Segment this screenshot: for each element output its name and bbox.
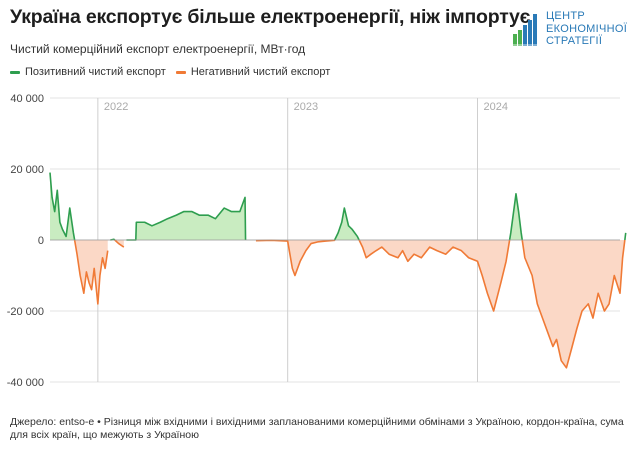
negative-area bbox=[522, 240, 625, 368]
x-tick-label: 07/22 bbox=[178, 387, 206, 388]
x-tick-label: 10/22 bbox=[226, 387, 254, 388]
x-tick-label: 10/21 bbox=[36, 387, 64, 388]
y-tick-label: -20 000 bbox=[7, 306, 44, 318]
logo-line-3: СТРАТЕГІЇ bbox=[546, 35, 603, 47]
legend-item-positive: Позитивний чистий експорт bbox=[10, 66, 166, 78]
positive-line bbox=[508, 193, 524, 241]
negative-line bbox=[73, 239, 109, 305]
logo-bars-icon bbox=[513, 14, 537, 46]
positive-line bbox=[624, 232, 627, 241]
negative-line bbox=[521, 239, 626, 369]
legend-label-positive: Позитивний чистий експорт bbox=[25, 66, 166, 78]
x-tick-label: 04/23 bbox=[321, 387, 349, 388]
cfes-logo: ЦЕНТР ЕКОНОМІЧНОЇ СТРАТЕГІЇ bbox=[512, 8, 634, 50]
y-tick-label: 20 000 bbox=[10, 164, 44, 176]
negative-line bbox=[255, 239, 336, 277]
positive-area bbox=[126, 197, 246, 240]
legend-swatch-positive bbox=[10, 70, 20, 74]
negative-area bbox=[359, 240, 510, 311]
chart-title: Україна експортує більше електроенергії,… bbox=[10, 6, 531, 28]
positive-area bbox=[334, 208, 360, 240]
logo-line-1: ЦЕНТР bbox=[546, 10, 585, 22]
x-tick-label: 01/24 bbox=[464, 387, 492, 388]
positive-line bbox=[49, 172, 76, 241]
positive-area bbox=[509, 193, 523, 240]
y-tick-label: -40 000 bbox=[7, 377, 44, 388]
negative-area bbox=[255, 240, 335, 276]
year-label: 2023 bbox=[294, 101, 318, 113]
logo-text: ЦЕНТР ЕКОНОМІЧНОЇ СТРАТЕГІЇ bbox=[546, 10, 627, 48]
positive-line bbox=[333, 207, 360, 241]
negative-line bbox=[358, 239, 511, 312]
footnote-source: Джерело: entso-e • Різниця між вхідними … bbox=[10, 416, 624, 441]
chart-plot: 40 000 20 000 0 -20 000 -40 000 2022 2023 2024 1… bbox=[7, 93, 634, 388]
legend-label-negative: Негативний чистий експорт bbox=[190, 66, 331, 78]
x-tick-label: 04/24 bbox=[511, 387, 539, 388]
x-tick-label: 01/22 bbox=[84, 387, 112, 388]
y-tick-label: 0 bbox=[38, 235, 44, 247]
x-tick-label: 10/23 bbox=[416, 387, 444, 388]
year-label: 2022 bbox=[104, 101, 128, 113]
year-label: 2024 bbox=[484, 101, 508, 113]
chart-subtitle: Чистий комерційний експорт електроенергі… bbox=[10, 42, 306, 56]
x-tick-label: 10/24 bbox=[606, 387, 634, 388]
positive-line bbox=[126, 196, 247, 241]
legend-item-negative: Негативний чистий експорт bbox=[175, 66, 331, 78]
x-tick-label: 01/23 bbox=[274, 387, 302, 388]
x-tick-label: 07/23 bbox=[368, 387, 396, 388]
negative-line bbox=[114, 239, 125, 248]
legend-swatch-negative bbox=[175, 70, 186, 74]
x-tick-label: 07/24 bbox=[558, 387, 586, 388]
logo-line-2: ЕКОНОМІЧНОЇ bbox=[546, 22, 628, 35]
x-tick-label: 04/22 bbox=[131, 387, 159, 388]
y-tick-label: 40 000 bbox=[10, 93, 44, 105]
chart-legend: Позитивний чистий експорт Негативний чис… bbox=[10, 66, 330, 78]
